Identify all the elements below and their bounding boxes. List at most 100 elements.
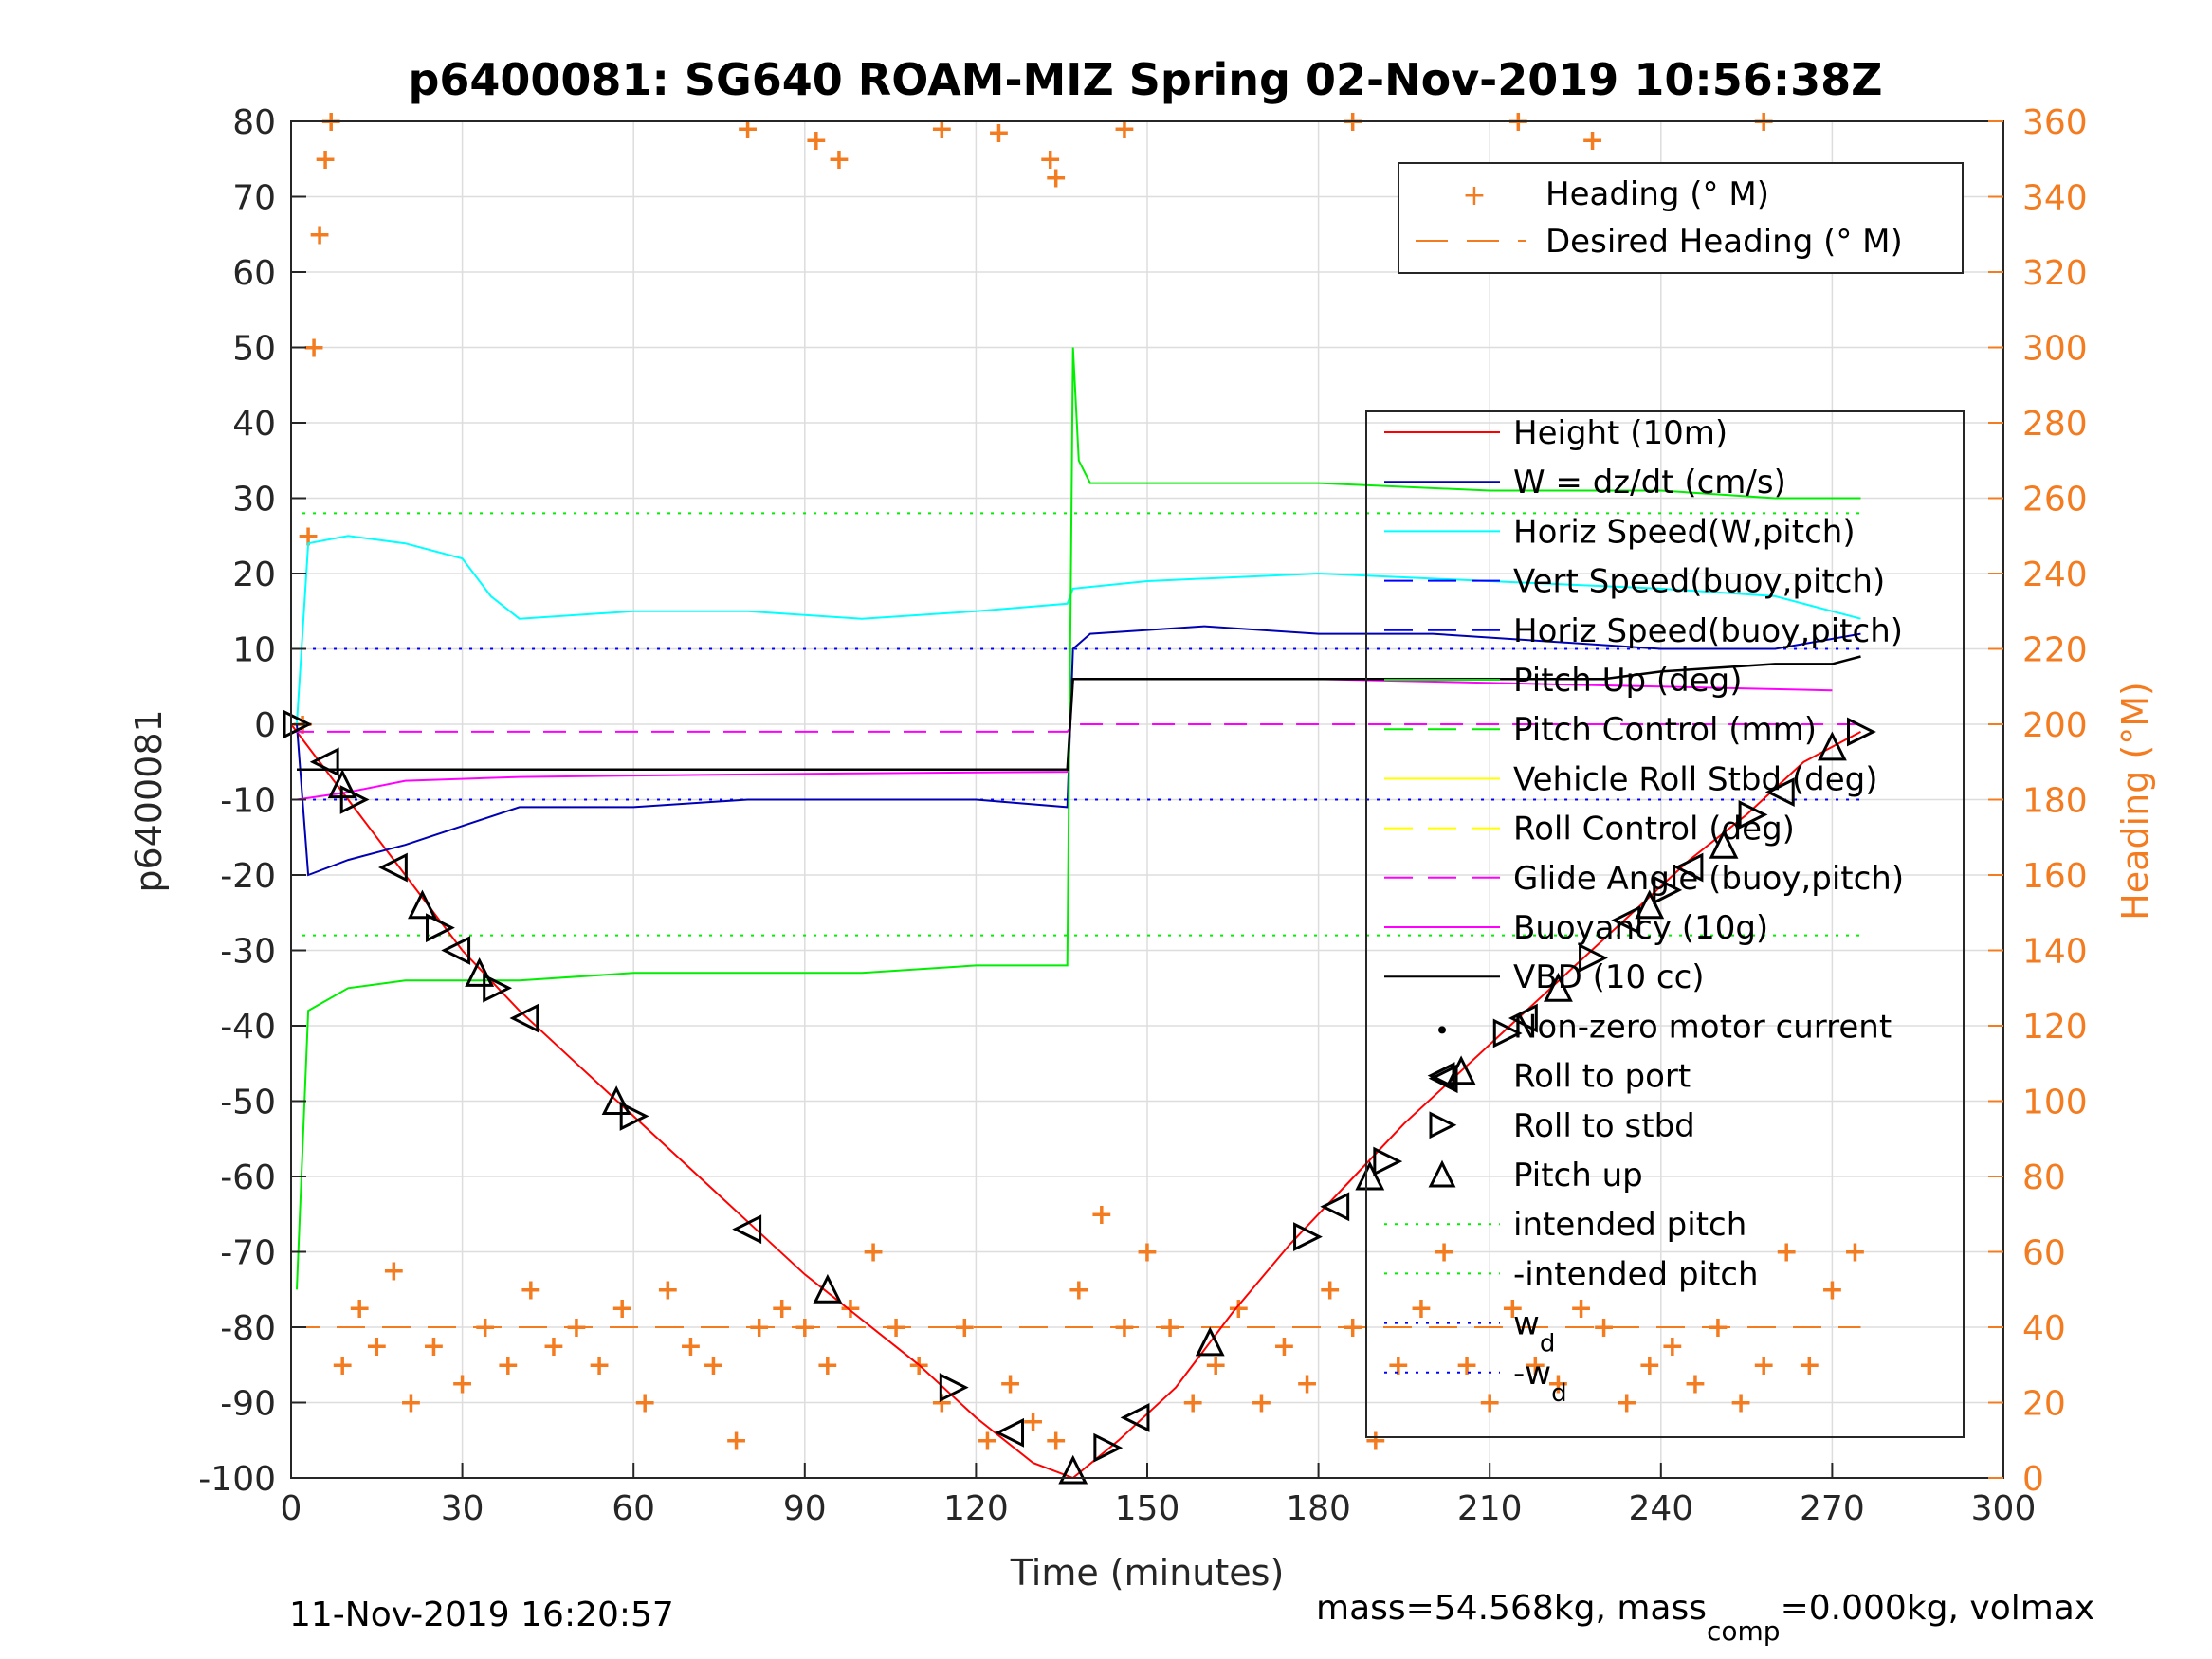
heading-point: + [1546,1368,1570,1401]
roll-marker [465,957,495,987]
legend-entry-label: -intended pitch [1513,1255,1759,1293]
heading-point: + [793,1311,816,1344]
right-tick-label: 120 [2022,1008,2088,1047]
y-axis-ticks: 80 70 60 50 40 30 20 10 0 -10 -20 -30 -40 -50 -60 -70 -8… [198,103,306,1499]
footer-timestamp: 11-Nov-2019 16:20:57 [289,1595,674,1634]
roll-marker [601,1085,631,1115]
roll-marker [1817,731,1847,761]
roll-marker [1492,1018,1523,1048]
right-tick-label: 180 [2022,782,2088,821]
legend-entry-label: Height (10m) [1513,414,1728,452]
heading-point: + [331,1349,355,1382]
heading-point: + [541,1330,565,1363]
heading-point: + [679,1330,703,1363]
legend-entry-label: Buoyancy (10g) [1513,909,1768,947]
legend-entry-label: Roll Control (deg) [1513,811,1795,848]
legend-entry-label: Pitch Up (deg) [1513,662,1742,700]
heading-point: + [1729,1387,1753,1420]
right-tick-label: 260 [2022,481,2088,520]
heading-point: + [1660,1330,1684,1363]
legend-main: Height (10m) W = dz/dt (cm/s) Horiz Speed(… [1365,410,1965,1438]
right-tick-label: 300 [2022,330,2088,369]
heading-point: + [588,1349,612,1382]
legend-entry-label: Roll to stbd [1513,1107,1695,1145]
y-tick-label: 70 [232,179,276,218]
legend-entry-label: Glide Angle (buoy,pitch) [1513,860,1904,898]
roll-marker [1428,1064,1458,1094]
heading-point: + [1683,1368,1707,1401]
heading-point: + [496,1349,520,1382]
right-tick-label: 60 [2022,1234,2066,1273]
y-tick-label: -100 [198,1460,276,1499]
heading-point: + [656,1273,680,1306]
y-tick-label: -20 [220,857,276,896]
legend-swatch-dot [1438,1026,1446,1034]
heading-point: + [770,1292,794,1325]
heading-point: + [953,1311,977,1344]
heading-point: + [702,1349,725,1382]
y-tick-label: -90 [220,1385,276,1424]
heading-point: + [1181,1387,1205,1420]
heading-point: + [382,1254,406,1287]
roll-marker [1653,875,1683,905]
heading-point: + [1272,1330,1296,1363]
heading-point: + [1432,1236,1455,1269]
heading-point: + [1581,124,1604,157]
y-tick-label: -10 [220,782,276,821]
roll-marker [939,1373,969,1403]
reference-lines [291,512,1861,1328]
right-tick-label: 280 [2022,405,2088,444]
right-tick-label: 340 [2022,179,2088,218]
x-tick-label: 60 [612,1489,655,1528]
heading-point: + [365,1330,389,1363]
x-tick-label: 240 [1628,1489,1693,1528]
legend-entry-label: -wd [1513,1355,1567,1408]
heading-point: + [1067,1273,1090,1306]
heading-point: + [1021,1405,1045,1438]
x-tick-label: 300 [1971,1489,2037,1528]
roll-markers [283,709,1876,1485]
right-axis-ticks: 3603403203002802602402202001801601401201… [1988,103,2088,1499]
roll-marker [1093,1432,1124,1463]
roll-marker [813,1273,843,1304]
heading-point: + [1501,1292,1525,1325]
roll-marker [1709,829,1739,859]
y-tick-label: -50 [220,1084,276,1122]
roll-marker [309,747,339,777]
heading-point: + [1706,1311,1729,1344]
legend-entry-label: W = dz/dt (cm/s) [1513,464,1786,501]
legend-heading: + Heading (° M) Desired Heading (° M) [1398,162,1964,274]
roll-marker [1738,799,1768,830]
heading-point: + [1112,113,1136,146]
heading-point: + [1820,1273,1844,1306]
heading-point: + [815,1349,839,1382]
series-line [296,625,1861,877]
right-tick-label: 0 [2022,1460,2044,1499]
legend-swatch-marker [1427,1062,1455,1090]
legend-desired-heading-label: Desired Heading (° M) [1545,223,1903,261]
heading-point: + [827,143,850,176]
roll-marker [509,1003,539,1033]
heading-point: + [1775,1236,1799,1269]
series-line [296,347,1861,1290]
x-axis-label: Time (minutes) [1010,1552,1285,1594]
heading-point: + [930,113,954,146]
heading-point: + [1295,1368,1319,1401]
roll-marker [1373,1146,1403,1176]
y-tick-label: 20 [232,556,276,594]
legend-entry-label: VBD (10 cc) [1513,958,1705,996]
heading-point: + [1227,1292,1251,1325]
right-tick-label: 220 [2022,631,2088,670]
series-line [296,678,1833,801]
roll-marker [732,1214,762,1245]
roll-marker [619,1101,649,1131]
roll-marker [408,889,437,920]
heading-point: + [1455,1349,1479,1382]
heading-point: + [1569,1292,1593,1325]
x-tick-label: 120 [943,1489,1009,1528]
y-tick-label: 10 [232,631,276,670]
heading-point: + [1044,1424,1068,1457]
x-tick-label: 180 [1286,1489,1351,1528]
x-tick-label: 270 [1800,1489,1865,1528]
roll-marker [995,1417,1025,1448]
